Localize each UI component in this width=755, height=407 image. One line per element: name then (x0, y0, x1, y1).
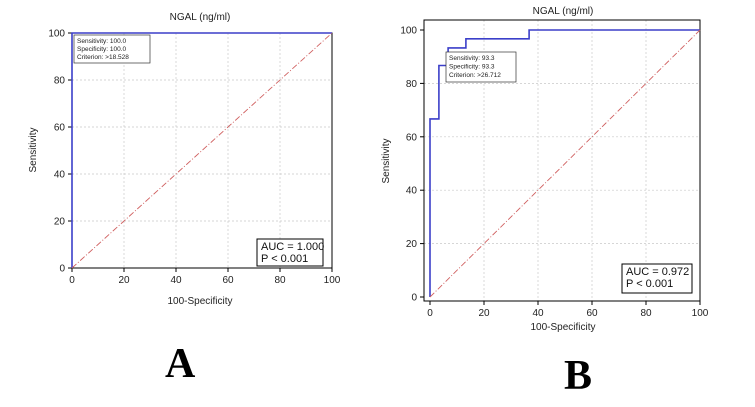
chart-b: 0 20 40 60 80 100 0 20 40 60 80 100 NGAL (ng/ml) 100-… (381, 6, 709, 333)
roc-curve (429, 29, 700, 297)
x-tick-label: 60 (586, 308, 598, 319)
cutoff-text: Criterion: >26.712 (449, 72, 501, 79)
cutoff-text: Specificity: 93.3 (449, 64, 495, 71)
cutoff-text: Sensitivity: 100.0 (77, 38, 127, 45)
x-tick-label: 60 (222, 275, 234, 286)
x-tick-label: 100 (324, 275, 341, 286)
panel-label-a: A (165, 341, 196, 387)
chart-a: 0 20 40 60 80 100 0 20 40 60 80 100 NGAL (ng/ml) 100-… (28, 12, 341, 307)
x-tick-label: 40 (170, 275, 182, 286)
chart-title: NGAL (ng/ml) (533, 6, 594, 17)
x-axis-label: 100-Specificity (530, 322, 595, 333)
auc-value: AUC = 1.000 (261, 241, 324, 253)
y-axis-label: Sensitivity (381, 138, 392, 183)
auc-box (621, 263, 693, 294)
roc-curve (71, 32, 332, 268)
panel-label-b: B (564, 353, 592, 399)
auc-value: AUC = 0.972 (626, 266, 689, 278)
y-tick-label: 20 (406, 239, 418, 250)
x-tick-label: 20 (478, 308, 490, 319)
chart-title: NGAL (ng/ml) (170, 12, 231, 23)
y-tick-label: 0 (59, 264, 65, 275)
y-tick-label: 20 (54, 217, 66, 228)
x-tick-label: 100 (692, 308, 709, 319)
auc-box (256, 238, 324, 267)
reference-line (429, 29, 701, 298)
y-tick-label: 80 (54, 76, 66, 87)
cutoff-box (73, 34, 151, 64)
x-tick-label: 80 (274, 275, 286, 286)
y-tick-label: 100 (400, 26, 417, 37)
cutoff-text: Specificity: 100.0 (77, 46, 127, 53)
y-axis-label: Sensitivity (28, 127, 39, 172)
x-tick-label: 0 (427, 308, 433, 319)
y-tick-label: 40 (54, 170, 66, 181)
y-tick-label: 60 (406, 132, 418, 143)
cutoff-text: Criterion: >18.528 (77, 54, 129, 61)
x-tick-label: 80 (640, 308, 652, 319)
p-value: P < 0.001 (261, 253, 308, 265)
y-tick-label: 40 (406, 186, 418, 197)
y-tick-label: 60 (54, 123, 66, 134)
x-tick-label: 40 (532, 308, 544, 319)
y-tick-label: 0 (411, 293, 417, 304)
cutoff-text: Sensitivity: 93.3 (449, 55, 495, 62)
reference-line (71, 32, 333, 269)
y-tick-label: 100 (48, 29, 65, 40)
x-tick-label: 20 (118, 275, 130, 286)
plot-frame (423, 19, 701, 302)
p-value: P < 0.001 (626, 278, 673, 290)
x-tick-label: 0 (69, 275, 75, 286)
x-axis-label: 100-Specificity (167, 296, 232, 307)
y-tick-label: 80 (406, 79, 418, 90)
cutoff-box (445, 51, 517, 83)
